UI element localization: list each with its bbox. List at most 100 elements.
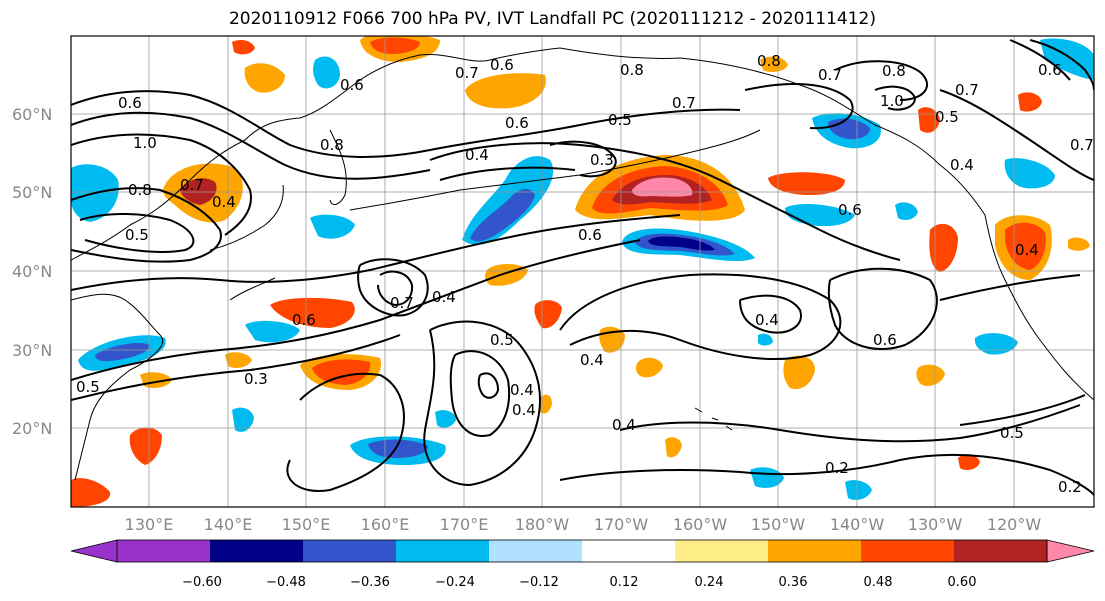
- fill-pos-125w-42n-core: [1005, 222, 1046, 270]
- fill-pos-150e: [270, 297, 355, 328]
- lon-label: 120°W: [987, 515, 1042, 534]
- lat-label: 30°N: [12, 341, 52, 360]
- contour-label-group: 0.6 1.0 0.8 0.7 0.4 0.5 0.8 0.6 0.7 0.6 …: [76, 52, 1094, 496]
- lon-label: 160°W: [673, 515, 728, 534]
- colorbar-arrow-right: [1046, 539, 1095, 563]
- colorbar-arrow-left: [70, 539, 118, 563]
- colorbar-tick-label: −0.12: [519, 575, 559, 590]
- lat-label: 50°N: [12, 183, 52, 202]
- contour-label: 0.7: [455, 64, 479, 82]
- contour-label: 0.6: [578, 226, 602, 244]
- colorbar-tick-label: 0.24: [695, 575, 724, 590]
- fill-pos-small-4: [783, 355, 815, 390]
- colorbar-tick-label: 0.12: [610, 575, 639, 590]
- coast-kamchatka: [329, 129, 347, 206]
- fill-neg-small-7: [435, 410, 456, 428]
- colorbar-frame: [116, 539, 1048, 563]
- colorbar-segment: [861, 540, 955, 562]
- colorbar-segment: [489, 540, 583, 562]
- contour-label: 0.4: [1015, 241, 1039, 259]
- contour-label: 0.7: [818, 66, 842, 84]
- fill-pos-small-1: [485, 264, 528, 286]
- lat-label: 40°N: [12, 262, 52, 281]
- fill-neg-125w-32n: [974, 333, 1018, 355]
- colorbar-tick-label: −0.48: [266, 575, 306, 590]
- contour-label: 1.0: [880, 92, 904, 110]
- coast-north-america: [984, 214, 1094, 401]
- contour-label: 0.6: [490, 56, 514, 74]
- contour-label: 0.3: [244, 370, 268, 388]
- map-frame: [70, 35, 1095, 508]
- lon-label: 160°E: [361, 515, 410, 534]
- coast-alaska: [559, 47, 986, 216]
- fill-pos-top-175e: [465, 73, 546, 109]
- contour-label: 0.5: [1000, 424, 1024, 442]
- contour-label: 0.4: [465, 146, 489, 164]
- colorbar-tick-label: −0.24: [435, 575, 475, 590]
- lon-label: 170°E: [440, 515, 489, 534]
- contour-label: 0.6: [292, 311, 316, 329]
- fill-neg-small-6: [895, 202, 918, 220]
- lon-label: 150°E: [282, 515, 331, 534]
- contour-label: 0.8: [882, 62, 906, 80]
- contour-label: 0.4: [212, 193, 236, 211]
- fill-pos-small-7: [225, 352, 252, 368]
- contour-label: 0.8: [757, 52, 781, 70]
- fill-neg-small-5: [845, 480, 872, 500]
- contour-label: 0.6: [873, 331, 897, 349]
- contour-label: 0.8: [320, 136, 344, 154]
- lon-label: 140°W: [830, 515, 885, 534]
- lat-label: 20°N: [12, 419, 52, 438]
- lon-label: 170°W: [594, 515, 649, 534]
- contour-label: 0.4: [612, 416, 636, 434]
- colorbar-tick-label: −0.60: [182, 575, 222, 590]
- coast-japan: [209, 184, 284, 301]
- fill-neg-165e-17n-core: [368, 439, 428, 458]
- fill-pos-small-13: [760, 56, 788, 73]
- fill-pos-small-14: [232, 40, 255, 55]
- lon-label: 150°W: [751, 515, 806, 534]
- fill-pos-150w-52n: [768, 172, 845, 195]
- coast-korea-china: [71, 293, 163, 481]
- fill-neg-155e-65n: [313, 56, 340, 89]
- contour-label: 0.6: [1038, 61, 1062, 79]
- contour-label: 0.6: [505, 114, 529, 132]
- fill-pos-top-165e-core: [370, 37, 420, 54]
- colorbar-tick-label: 0.60: [948, 575, 977, 590]
- fill-neg-small-8: [758, 333, 773, 346]
- fill-neg-small-2: [310, 214, 355, 239]
- fill-neg-small-1: [245, 320, 300, 343]
- lon-label: 130°E: [125, 515, 174, 534]
- colorbar-segment: [117, 540, 211, 562]
- colorbar: [70, 539, 1095, 563]
- contour-label: 0.6: [340, 76, 364, 94]
- contour-label: 0.6: [838, 201, 862, 219]
- pv-contours: [71, 39, 1094, 496]
- contour-label: 0.7: [672, 94, 696, 112]
- colorbar-segment: [675, 540, 769, 562]
- lon-label: 130°W: [908, 515, 963, 534]
- colorbar-tick-label: 0.48: [864, 575, 893, 590]
- fill-neg-small-4: [750, 467, 784, 488]
- contour-label: 0.4: [580, 351, 604, 369]
- colorbar-tick-label: −0.36: [350, 575, 390, 590]
- fill-pos-155e-25n-core: [312, 359, 371, 385]
- fill-neg-small-3: [232, 407, 254, 432]
- lat-label: 60°N: [12, 105, 52, 124]
- fill-pos-small-2: [534, 300, 562, 329]
- contour-label: 0.5: [490, 331, 514, 349]
- contour-label: 0.6: [118, 94, 142, 112]
- contour-label: 0.5: [608, 111, 632, 129]
- contour-label: 0.7: [1070, 136, 1094, 154]
- colorbar-tick-label: 0.36: [779, 575, 808, 590]
- contour-label: 0.8: [620, 61, 644, 79]
- fill-pos-small-16: [1068, 237, 1090, 251]
- contour-label: 0.4: [512, 401, 536, 419]
- fill-neg-central-pacific-inner: [648, 236, 715, 251]
- contour-label: 0.5: [935, 108, 959, 126]
- fill-pos-small-9: [958, 454, 980, 470]
- contour-label: 0.2: [825, 459, 849, 477]
- fill-pos-small-5: [916, 364, 945, 386]
- contour-label: 0.4: [950, 156, 974, 174]
